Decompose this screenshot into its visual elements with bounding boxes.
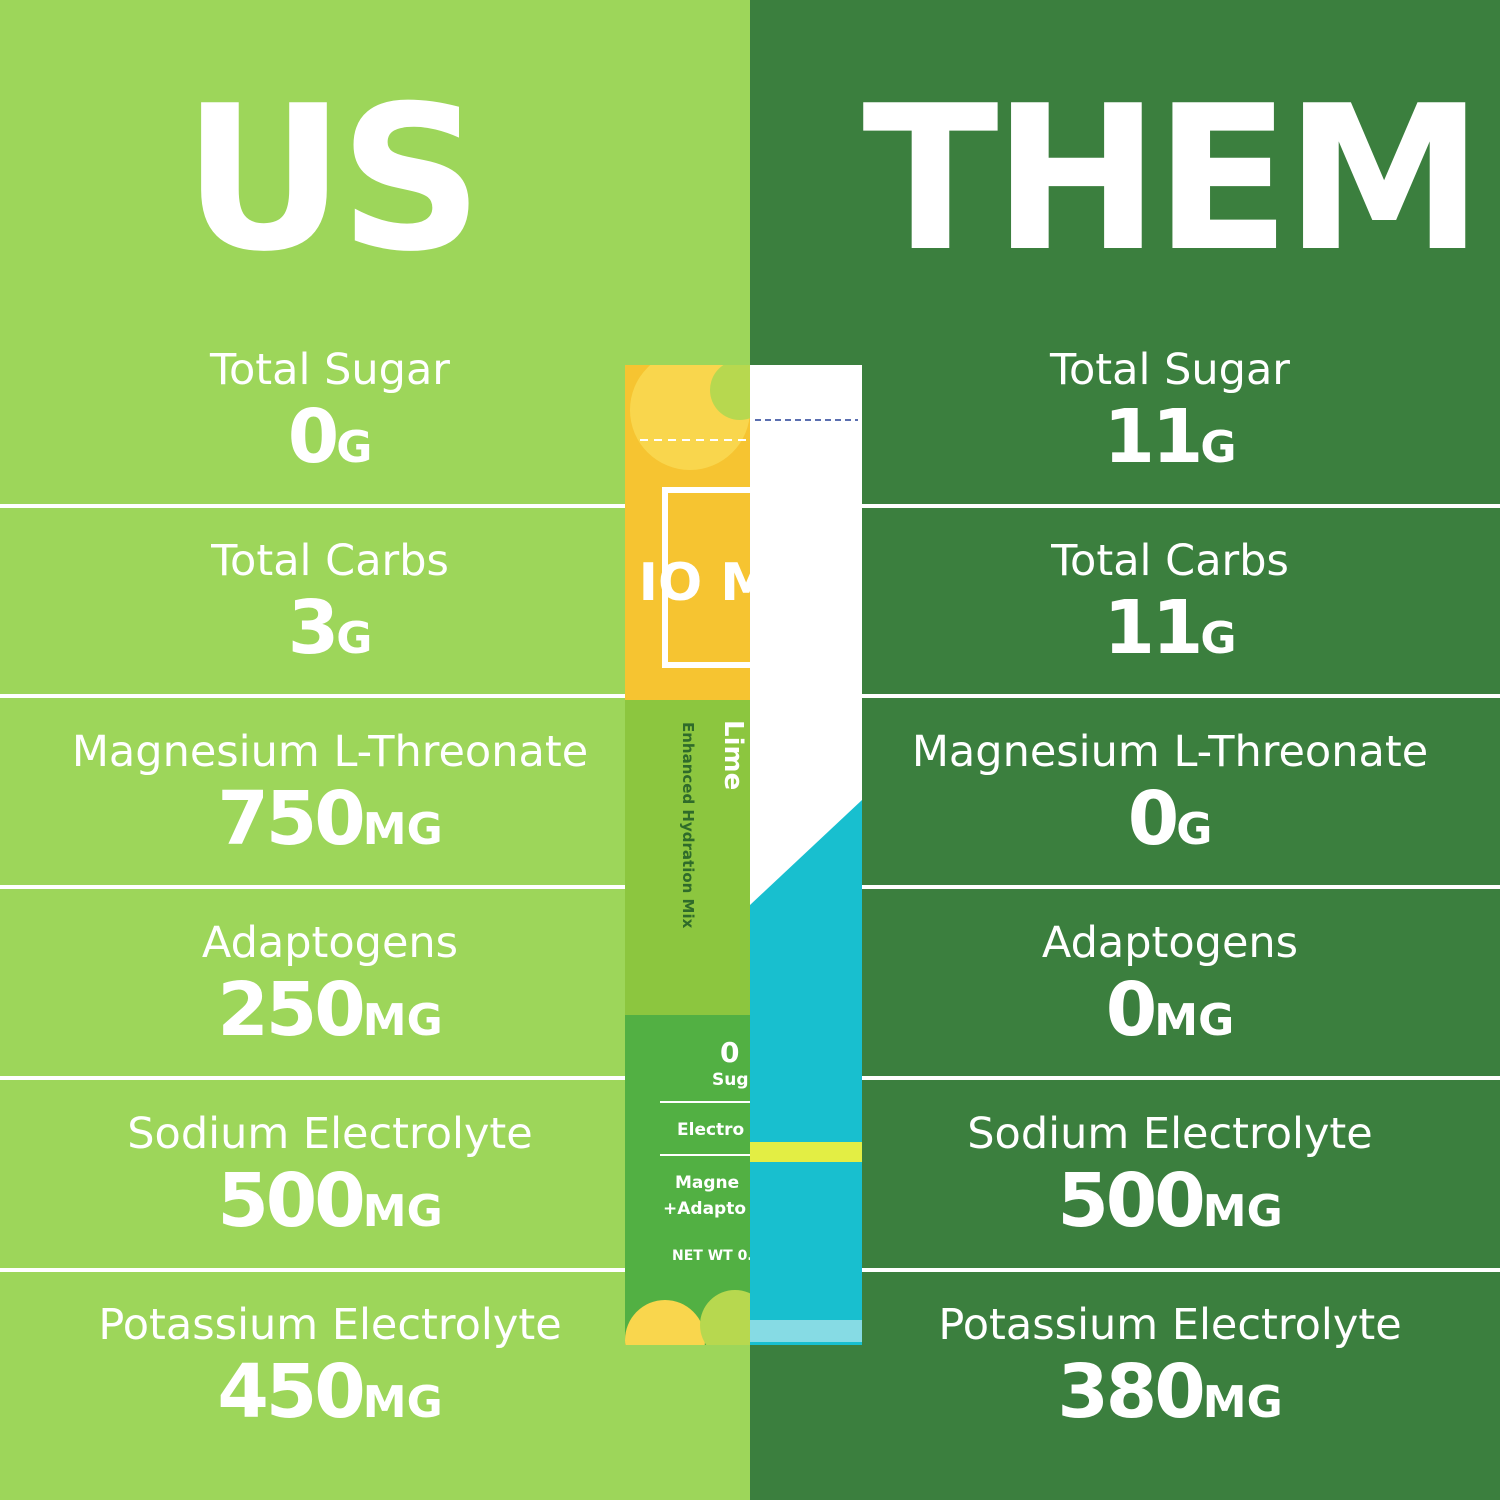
unit: G [336,613,373,664]
amount: 450 [217,1349,365,1435]
column-title: THEM [862,63,1483,296]
flavor: Lime [718,720,748,790]
brand: IO MI [639,553,792,613]
row-value: 11G [795,395,1500,490]
unit: MG [1202,1377,1283,1428]
amount: 11 [1103,394,1203,480]
row-label: Sodium Electrolyte [127,1109,533,1159]
row-label: Adaptogens [1041,918,1299,968]
unit: MG [362,995,443,1046]
lemon [625,1300,705,1345]
row-value: 0G [0,395,705,490]
our-packet: IO MI Lime Enhanced Hydration Mix 0 Sug … [625,365,792,1345]
column-title: US [182,63,483,296]
logo-box [662,487,750,668]
row-value: 0G [795,777,1500,872]
row-label: Total Sugar [210,345,450,395]
packet-stripe [750,800,862,1345]
unit: G [1200,613,1237,664]
row-label: Total Carbs [1051,536,1289,586]
claim: Magne [675,1173,739,1193]
amount: 500 [1057,1158,1205,1244]
seal [750,1320,862,1342]
claim: Electro [677,1120,744,1140]
amount: 500 [217,1158,365,1244]
row-label: Total Sugar [1050,345,1290,395]
unit: MG [362,1377,443,1428]
row-label: Magnesium L-Threonate [71,727,589,777]
claim: 0 [720,1036,739,1069]
amount: 0 [1127,776,1179,862]
packet-bottom [625,1015,750,1345]
row-value: 3G [0,586,705,681]
unit: G [1200,422,1237,473]
row-value: 500MG [0,1159,705,1254]
claim: +Adapto [663,1199,746,1219]
unit: MG [1154,995,1235,1046]
unit: MG [1202,1186,1283,1237]
row-label: Total Carbs [211,536,449,586]
row-label: Adaptogens [201,918,459,968]
yellow-band [750,1142,862,1162]
unit: G [336,422,373,473]
amount: 3 [287,585,339,671]
lime [710,365,750,420]
amount: 380 [1057,1349,1205,1435]
amount: 0 [1105,967,1157,1053]
amount: 0 [287,394,339,480]
row-value: 0MG [795,968,1500,1063]
unit: G [1176,804,1213,855]
row-value: 11G [795,586,1500,681]
them-panel [750,0,1500,1500]
unit: MG [362,804,443,855]
unit: MG [362,1186,443,1237]
claim: Sug [712,1070,749,1090]
row-value: 380MG [795,1350,1500,1445]
row-label: Potassium Electrolyte [938,1300,1402,1350]
row-label: Potassium Electrolyte [98,1300,562,1350]
row-value: 500MG [795,1159,1500,1254]
amount: 750 [217,776,365,862]
subtitle: Enhanced Hydration Mix [679,722,697,929]
their-packet [750,365,862,1345]
row-value: 450MG [0,1350,705,1445]
lime [700,1290,750,1345]
row-label: Sodium Electrolyte [967,1109,1373,1159]
amount: 250 [217,967,365,1053]
packet-mid [625,700,750,1015]
net-weight: NET WT 0.2 [672,1248,762,1264]
row-value: 250MG [0,968,705,1063]
row-value: 750MG [0,777,705,872]
amount: 11 [1103,585,1203,671]
row-label: Magnesium L-Threonate [911,727,1429,777]
